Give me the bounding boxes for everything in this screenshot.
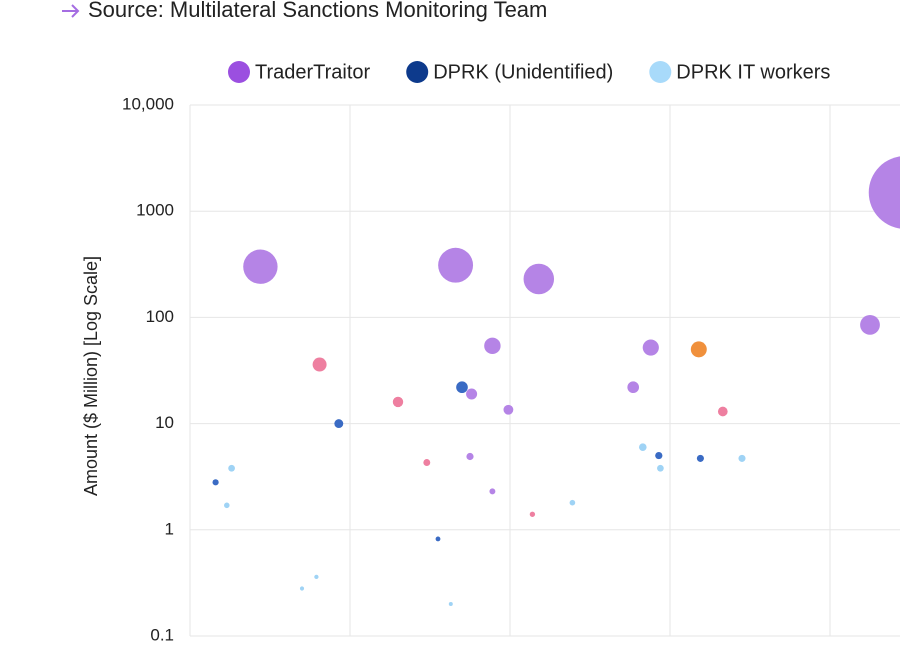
bubble bbox=[438, 247, 474, 283]
legend: TraderTraitor DPRK (Unidentified) DPRK IT … bbox=[228, 61, 830, 83]
bubble bbox=[860, 314, 880, 335]
bubble bbox=[627, 381, 640, 394]
y-tick-label: 1000 bbox=[136, 201, 174, 220]
bubble bbox=[299, 586, 305, 591]
bubble bbox=[717, 406, 728, 417]
y-tick-label: 0.1 bbox=[150, 625, 174, 644]
bubble bbox=[466, 388, 478, 400]
y-tick-label: 10,000 bbox=[122, 94, 174, 113]
legend-swatch bbox=[649, 61, 672, 83]
bubble bbox=[456, 381, 468, 394]
bubble bbox=[212, 479, 219, 486]
bubble bbox=[642, 339, 659, 356]
bubble bbox=[657, 464, 664, 472]
y-tick-label: 10 bbox=[155, 413, 174, 432]
bubble bbox=[423, 459, 431, 466]
bubble bbox=[312, 357, 327, 372]
bubble bbox=[243, 249, 278, 284]
grid: 0.1 1 10 100 1000 10,000 bbox=[122, 94, 900, 644]
bubble bbox=[868, 156, 900, 229]
bubble bbox=[228, 464, 235, 472]
bubble bbox=[489, 488, 496, 495]
legend-swatch bbox=[228, 61, 250, 83]
legend-label: TraderTraitor bbox=[255, 61, 371, 83]
bubble bbox=[696, 454, 704, 462]
legend-swatch bbox=[406, 61, 429, 83]
bubble bbox=[334, 419, 344, 429]
marks bbox=[212, 156, 900, 607]
bubble bbox=[435, 536, 441, 542]
bubble bbox=[314, 574, 319, 580]
bubble bbox=[392, 396, 404, 408]
bubble bbox=[523, 263, 555, 295]
bubble bbox=[529, 511, 536, 517]
legend-label: DPRK (Unidentified) bbox=[433, 61, 613, 83]
bubble bbox=[738, 454, 746, 462]
y-tick-label: 1 bbox=[165, 519, 174, 538]
source-note: Source: Multilateral Sanctions Monitorin… bbox=[88, 0, 547, 22]
bubble bbox=[690, 341, 707, 358]
bubble bbox=[503, 404, 514, 415]
legend-label: DPRK IT workers bbox=[676, 61, 830, 83]
source-arrow bbox=[62, 4, 80, 18]
bubble bbox=[448, 602, 453, 607]
bubble bbox=[484, 337, 501, 355]
bubble bbox=[655, 451, 663, 460]
bubble bbox=[224, 502, 230, 509]
bubble bbox=[638, 443, 647, 451]
y-axis-label: Amount ($ Million) [Log Scale] bbox=[81, 256, 101, 496]
y-tick-label: 100 bbox=[146, 307, 174, 326]
bubble bbox=[569, 499, 576, 506]
bubble bbox=[466, 452, 474, 461]
